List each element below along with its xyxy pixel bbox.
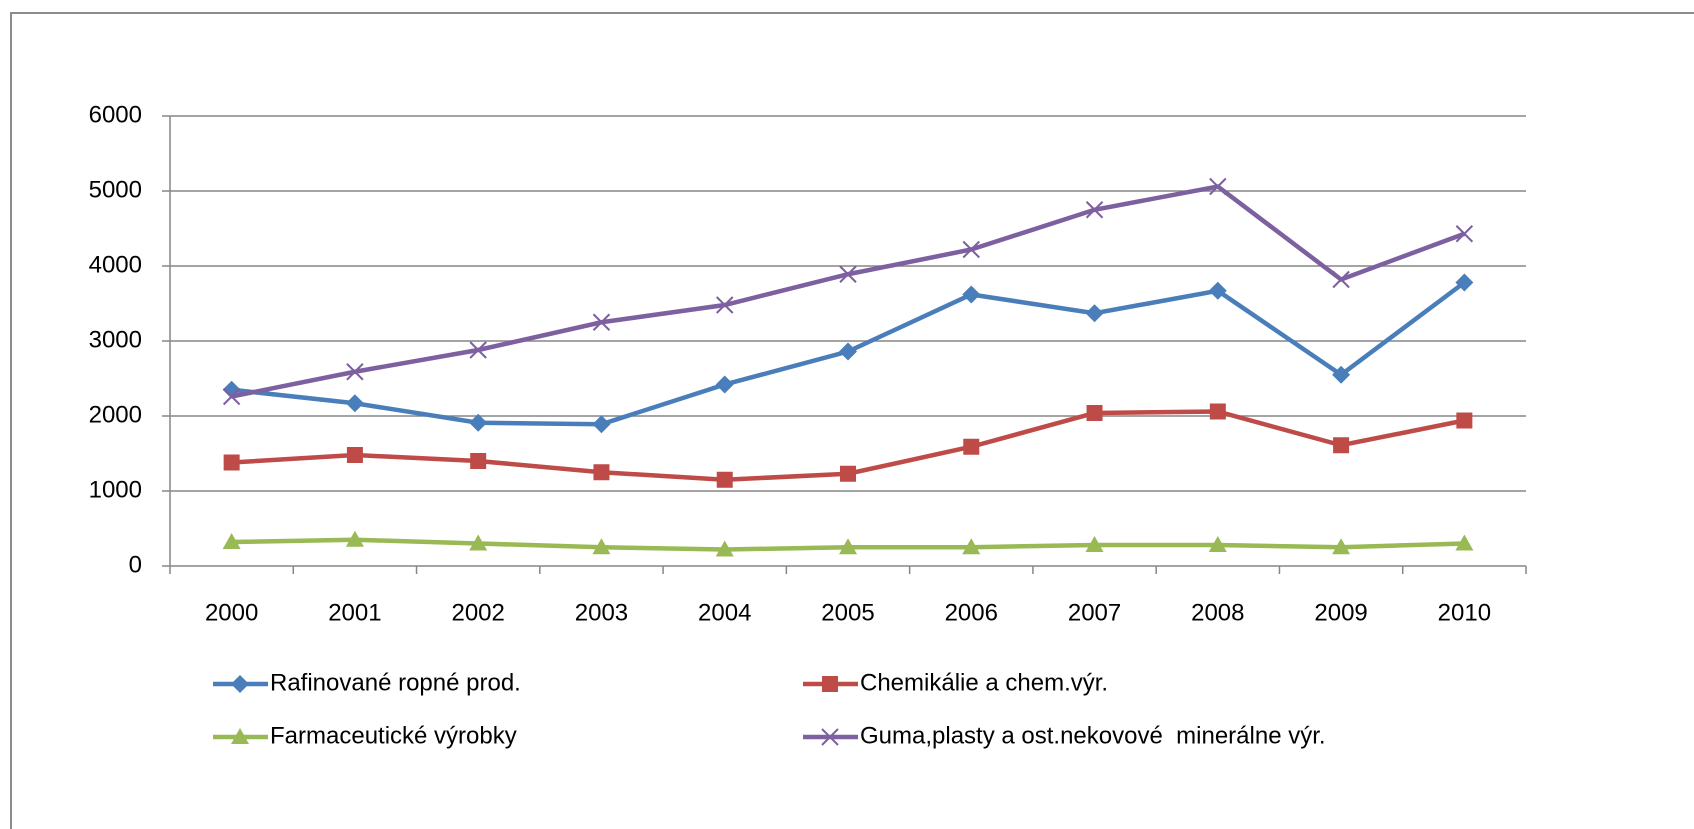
marker [962,240,980,259]
x-tick-label: 2002 [451,599,504,626]
marker [1332,365,1351,384]
x-tick-label: 2000 [205,599,258,626]
x-tick-label: 2009 [1314,599,1367,626]
x-tick-label: 2007 [1068,599,1121,626]
y-tick-label: 3000 [89,326,142,353]
marker [822,676,838,692]
x-tick-label: 2008 [1191,599,1244,626]
x-tick-label: 2010 [1438,599,1491,626]
legend-label: Chemikálie a chem.výr. [860,669,1108,696]
legend-label: Guma,plasty a ost.nekovové minerálne výr… [860,722,1326,749]
marker [962,285,981,304]
x-tick-label: 2003 [575,599,628,626]
marker [222,387,241,406]
marker [346,363,364,381]
marker [1332,270,1350,289]
y-tick-label: 4000 [89,251,142,278]
marker [716,296,734,314]
marker [839,538,857,555]
marker [231,675,249,693]
y-tick-label: 5000 [89,176,142,203]
x-tick-label: 2001 [328,599,381,626]
x-tick-label: 2004 [698,599,751,626]
marker [1085,201,1104,219]
x-tick-label: 2005 [821,599,874,626]
marker [839,342,857,361]
marker [593,464,610,481]
y-tick-label: 6000 [89,101,142,128]
marker [1208,281,1227,300]
marker [469,341,487,359]
marker [470,453,487,469]
marker [1455,273,1474,292]
marker [223,454,240,471]
marker [715,540,734,557]
marker [1455,534,1474,551]
marker [222,533,241,549]
marker [469,534,488,551]
legend-label: Rafinované ropné prod. [270,669,521,696]
marker [1085,536,1104,552]
legend-label: Farmaceutické výrobky [270,722,517,749]
marker [469,413,488,432]
marker [231,728,249,744]
marker [1209,177,1227,196]
marker [839,265,857,283]
marker [1455,225,1474,243]
y-tick-label: 0 [129,551,142,578]
marker [592,538,611,555]
marker [963,438,980,455]
marker [345,530,364,547]
marker [1209,403,1226,420]
marker [1085,304,1104,323]
marker [1086,405,1103,421]
marker [592,415,611,434]
marker [821,728,839,746]
marker [1332,538,1351,555]
x-tick-label: 2006 [945,599,998,626]
marker [592,313,611,331]
marker [1333,437,1350,454]
marker [345,394,364,413]
marker [840,465,856,482]
marker [1208,536,1227,552]
marker [716,471,733,488]
marker [346,447,363,463]
marker [715,375,734,394]
y-tick-label: 1000 [89,476,142,503]
chart-frame [10,12,1694,829]
marker [1456,412,1473,429]
marker [962,538,981,555]
y-tick-label: 2000 [89,401,142,428]
